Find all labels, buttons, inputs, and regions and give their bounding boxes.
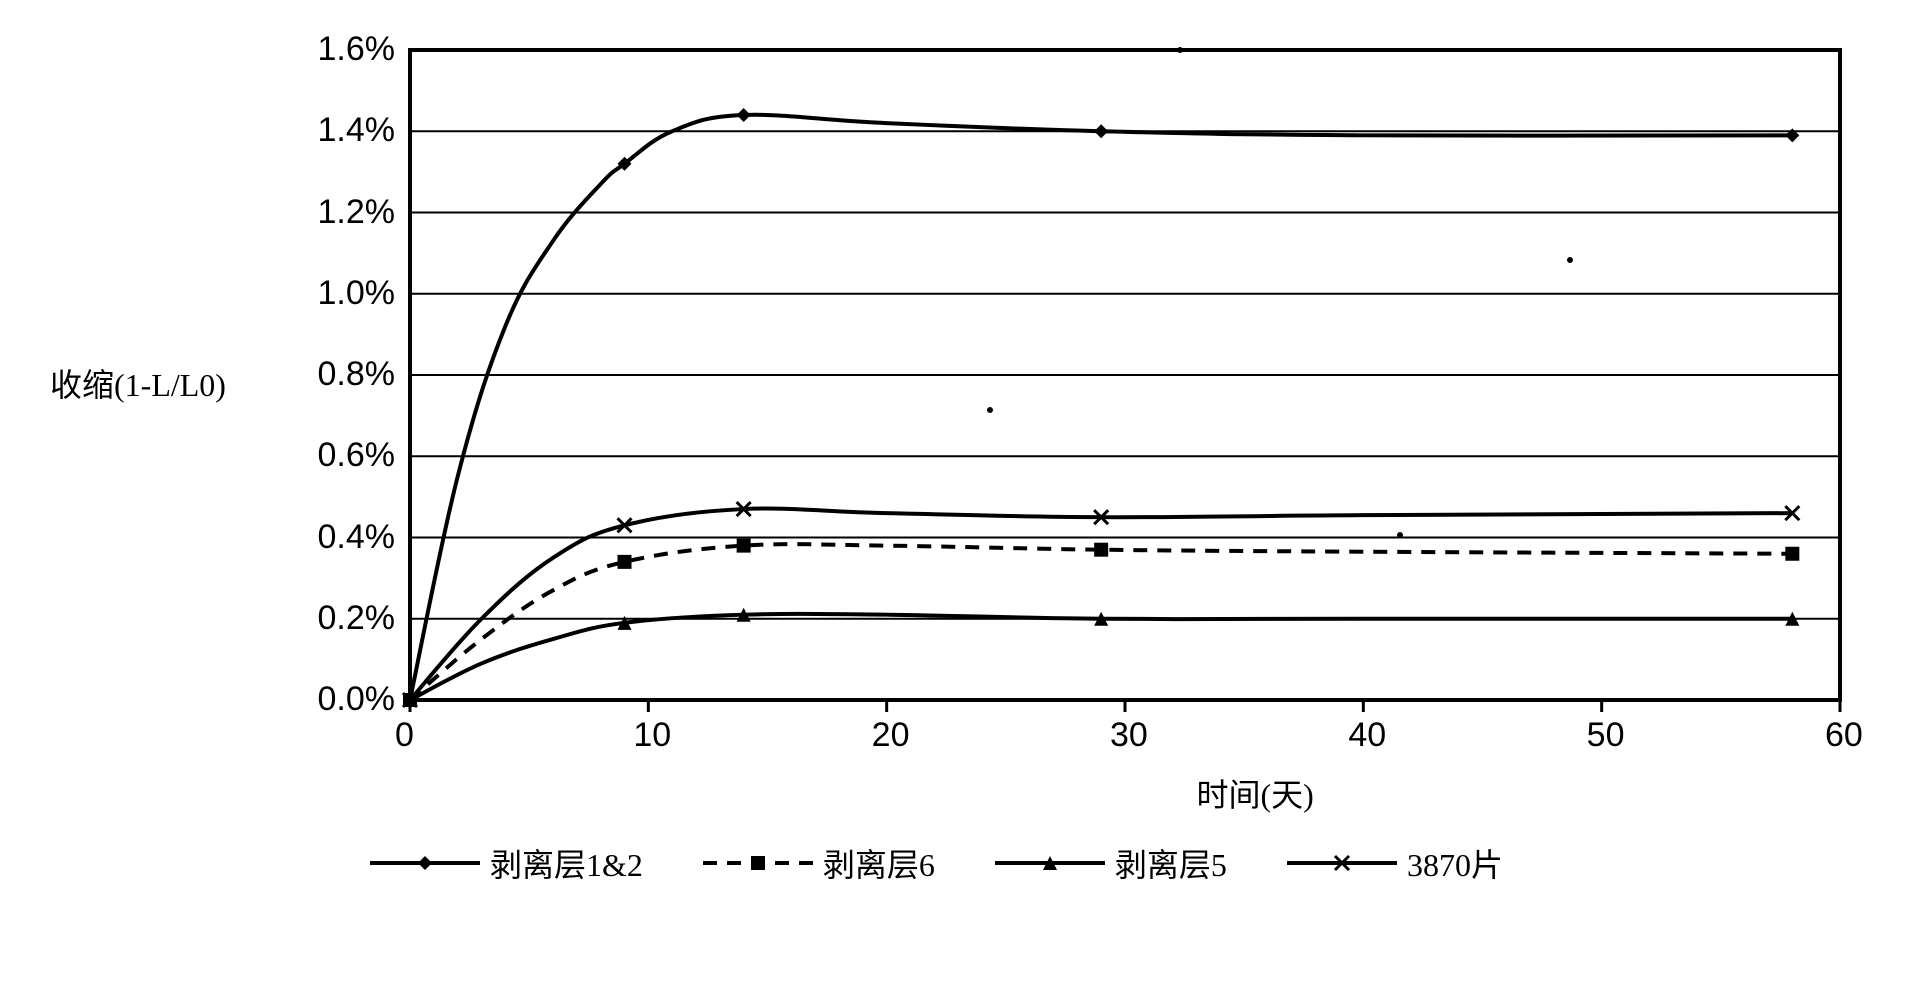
y-tick-label: 0.8%	[318, 355, 396, 394]
legend-item: 剥离层1&2	[370, 840, 643, 886]
y-tick-label: 1.6%	[318, 30, 396, 69]
legend-label: 3870片	[1407, 840, 1503, 886]
legend-label: 剥离层1&2	[490, 840, 643, 886]
legend-item: 3870片	[1287, 840, 1503, 886]
y-tick-label: 1.0%	[318, 274, 396, 313]
legend-swatch	[1287, 849, 1397, 877]
legend-label: 剥离层5	[1115, 840, 1227, 886]
legend-swatch	[995, 849, 1105, 877]
legend-swatch	[370, 849, 480, 877]
x-tick-label: 40	[1348, 716, 1386, 755]
x-tick-label: 20	[872, 716, 910, 755]
y-tick-label: 0.4%	[318, 518, 396, 557]
x-tick-label: 50	[1587, 716, 1625, 755]
y-tick-label: 0.2%	[318, 599, 396, 638]
legend-swatch	[703, 849, 813, 877]
x-tick-label: 10	[633, 716, 671, 755]
y-tick-label: 0.6%	[318, 436, 396, 475]
legend-item: 剥离层6	[703, 840, 935, 886]
y-tick-label: 0.0%	[318, 680, 396, 719]
x-tick-label: 60	[1825, 716, 1863, 755]
x-tick-label: 30	[1110, 716, 1148, 755]
y-tick-label: 1.4%	[318, 111, 396, 150]
chart-container: 收缩(1-L/L0) 时间(天) 剥离层1&2 剥离层6 剥离层5 3870片 0.0…	[50, 40, 1870, 960]
x-axis-label: 时间(天)	[1197, 770, 1314, 816]
legend: 剥离层1&2 剥离层6 剥离层5 3870片	[370, 840, 1503, 886]
legend-item: 剥离层5	[995, 840, 1227, 886]
legend-label: 剥离层6	[823, 840, 935, 886]
x-tick-label: 0	[395, 716, 414, 755]
y-tick-label: 1.2%	[318, 193, 396, 232]
plot-area	[410, 50, 1850, 710]
y-axis-label: 收缩(1-L/L0)	[50, 360, 226, 406]
